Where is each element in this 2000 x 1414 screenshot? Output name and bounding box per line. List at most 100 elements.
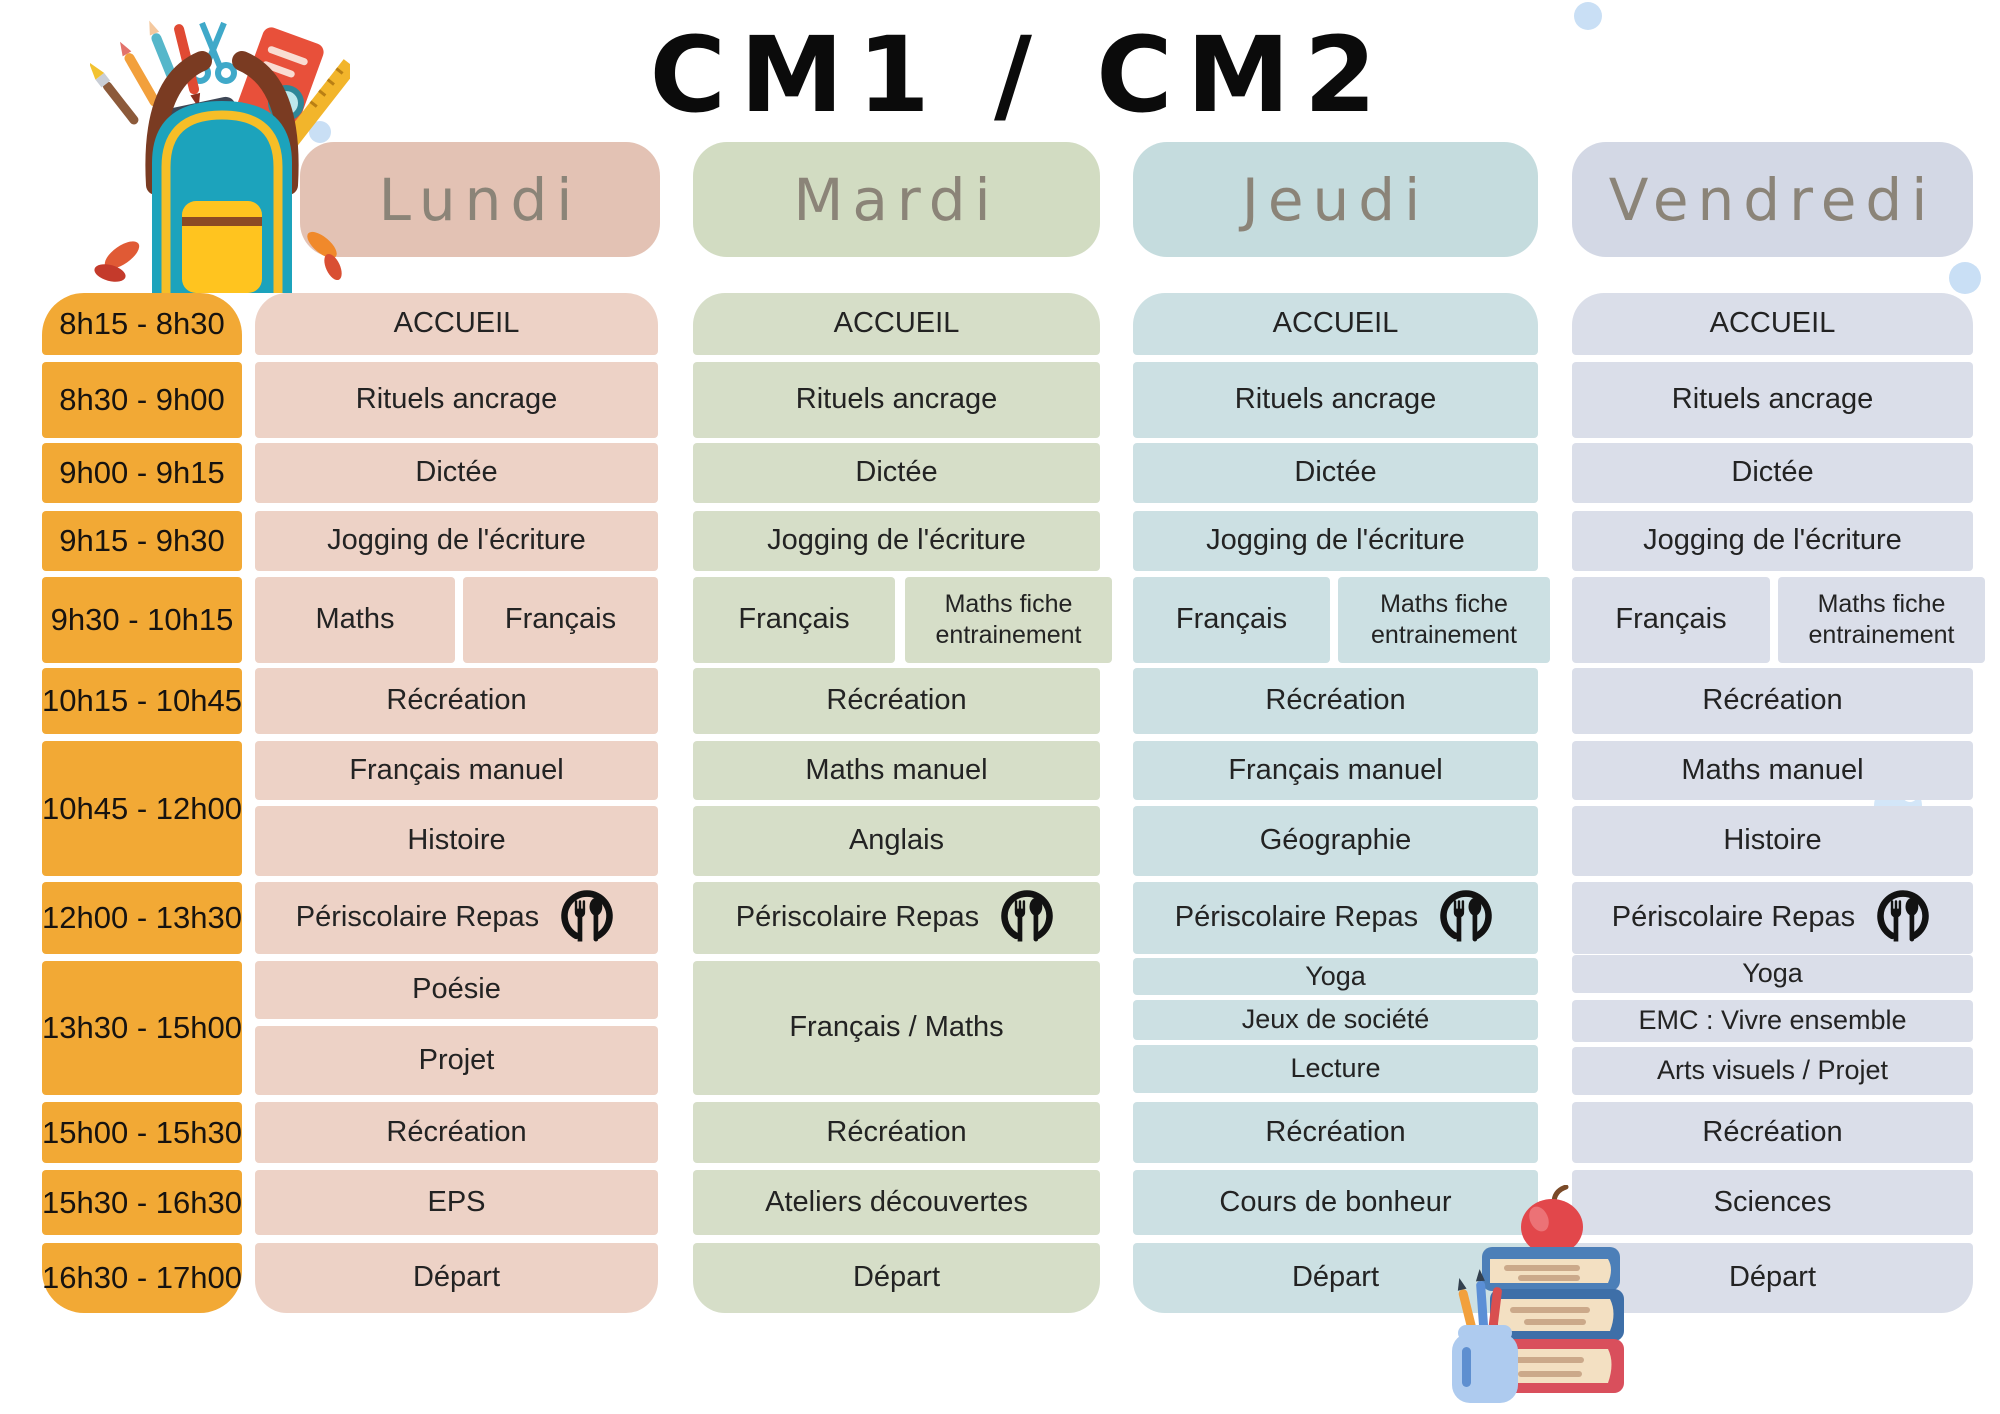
cell-vendredi-repas: Périscolaire Repas xyxy=(1572,882,1973,954)
time-slot: 10h45 - 12h00 xyxy=(42,741,242,876)
cell-lundi-maths: Maths xyxy=(255,577,455,663)
cell-lundi-histoire: Histoire xyxy=(255,806,658,876)
backpack-trim xyxy=(161,110,283,293)
cell-vendredi-histoire: Histoire xyxy=(1572,806,1973,876)
cell-lundi-jogging: Jogging de l'écriture xyxy=(255,511,658,571)
cell-lundi-rituels: Rituels ancrage xyxy=(255,362,658,438)
cell-mardi-accueil: ACCUEIL xyxy=(693,293,1100,355)
time-slot: 8h30 - 9h00 xyxy=(42,362,242,438)
cell-lundi-recreation-am: Récréation xyxy=(255,668,658,734)
cell-vendredi-dictee: Dictée xyxy=(1572,443,1973,503)
pencil-cup-icon xyxy=(1452,1269,1518,1403)
backpack-pocket xyxy=(182,201,262,293)
time-slot: 15h30 - 16h30 xyxy=(42,1170,242,1235)
cell-jeudi-recreation-pm: Récréation xyxy=(1133,1102,1538,1163)
time-slot: 9h30 - 10h15 xyxy=(42,577,242,663)
time-slot: 10h15 - 10h45 xyxy=(42,668,242,734)
cell-mardi-francais-maths: Français / Maths xyxy=(693,961,1100,1095)
cell-lundi-poesie: Poésie xyxy=(255,961,658,1019)
cell-vendredi-depart: Départ xyxy=(1572,1243,1973,1313)
cell-jeudi-jogging: Jogging de l'écriture xyxy=(1133,511,1538,571)
cell-jeudi-dictee: Dictée xyxy=(1133,443,1538,503)
time-slot: 12h00 - 13h30 xyxy=(42,882,242,954)
decor-dot xyxy=(1574,2,1602,30)
meal-icon xyxy=(561,890,613,942)
cell-jeudi-lecture: Lecture xyxy=(1133,1045,1538,1093)
book-icon xyxy=(1484,1339,1624,1393)
cell-mardi-repas: Périscolaire Repas xyxy=(693,882,1100,954)
cell-label: Périscolaire Repas xyxy=(1174,901,1419,934)
cell-vendredi-jogging: Jogging de l'écriture xyxy=(1572,511,1973,571)
cell-lundi-accueil: ACCUEIL xyxy=(255,293,658,355)
cell-jeudi-maths-fiche: Maths fiche entrainement xyxy=(1338,577,1550,663)
cell-label: Périscolaire Repas xyxy=(295,901,540,934)
meal-icon xyxy=(1877,890,1929,942)
cell-vendredi-arts: Arts visuels / Projet xyxy=(1572,1047,1973,1095)
pocket-zipper xyxy=(182,217,262,226)
cell-lundi-francais-manuel: Français manuel xyxy=(255,741,658,800)
cell-vendredi-maths-manuel: Maths manuel xyxy=(1572,741,1973,800)
cell-mardi-rituels: Rituels ancrage xyxy=(693,362,1100,438)
time-slot: 9h15 - 9h30 xyxy=(42,511,242,571)
meal-icon xyxy=(1440,890,1492,942)
decor-dot xyxy=(309,121,331,143)
cell-vendredi-maths-fiche: Maths fiche entrainement xyxy=(1778,577,1985,663)
cell-vendredi-emc: EMC : Vivre ensemble xyxy=(1572,1000,1973,1042)
day-header-lundi: Lundi xyxy=(300,142,660,257)
cell-jeudi-rituels: Rituels ancrage xyxy=(1133,362,1538,438)
cell-lundi-depart: Départ xyxy=(255,1243,658,1313)
cell-vendredi-recreation-pm: Récréation xyxy=(1572,1102,1973,1163)
cell-mardi-ateliers: Ateliers découvertes xyxy=(693,1170,1100,1235)
cell-jeudi-repas: Périscolaire Repas xyxy=(1133,882,1538,954)
time-slot: 8h15 - 8h30 xyxy=(42,293,242,355)
book-icon xyxy=(1490,1289,1624,1341)
day-header-vendredi: Vendredi xyxy=(1572,142,1973,257)
cell-lundi-eps: EPS xyxy=(255,1170,658,1235)
cell-jeudi-depart: Départ xyxy=(1133,1243,1538,1313)
cell-lundi-recreation-pm: Récréation xyxy=(255,1102,658,1163)
cell-mardi-anglais: Anglais xyxy=(693,806,1100,876)
cell-lundi-repas: Périscolaire Repas xyxy=(255,882,658,954)
cell-mardi-francais: Français xyxy=(693,577,895,663)
time-slot: 9h00 - 9h15 xyxy=(42,443,242,503)
cell-jeudi-jeux: Jeux de société xyxy=(1133,1000,1538,1040)
cell-jeudi-accueil: ACCUEIL xyxy=(1133,293,1538,355)
page-title: CM1 / CM2 xyxy=(649,14,1391,136)
books-illustration xyxy=(1452,1185,1624,1403)
time-slot: 13h30 - 15h00 xyxy=(42,961,242,1095)
cell-vendredi-yoga: Yoga xyxy=(1572,955,1973,993)
day-header-jeudi: Jeudi xyxy=(1133,142,1538,257)
cell-mardi-recreation-am: Récréation xyxy=(693,668,1100,734)
cell-label: Périscolaire Repas xyxy=(735,901,980,934)
cell-jeudi-geographie: Géographie xyxy=(1133,806,1538,876)
apple-icon xyxy=(1521,1185,1583,1255)
cell-jeudi-francais: Français xyxy=(1133,577,1330,663)
book-icon xyxy=(1482,1247,1620,1291)
cell-mardi-maths-fiche: Maths fiche entrainement xyxy=(905,577,1112,663)
cell-mardi-dictee: Dictée xyxy=(693,443,1100,503)
cell-vendredi-francais: Français xyxy=(1572,577,1770,663)
cell-mardi-maths-manuel: Maths manuel xyxy=(693,741,1100,800)
backpack-illustration xyxy=(90,20,350,293)
cell-vendredi-accueil: ACCUEIL xyxy=(1572,293,1973,355)
cell-lundi-francais: Français xyxy=(463,577,658,663)
cell-mardi-jogging: Jogging de l'écriture xyxy=(693,511,1100,571)
pencil-icon xyxy=(120,41,160,107)
cell-mardi-recreation-pm: Récréation xyxy=(693,1102,1100,1163)
cell-jeudi-francais-manuel: Français manuel xyxy=(1133,741,1538,800)
ruler-icon xyxy=(282,59,350,149)
cell-jeudi-yoga: Yoga xyxy=(1133,958,1538,995)
cell-vendredi-recreation-am: Récréation xyxy=(1572,668,1973,734)
paintbrush-icon xyxy=(90,62,139,125)
time-slot: 15h00 - 15h30 xyxy=(42,1102,242,1163)
decor-dot xyxy=(1949,262,1981,294)
cell-jeudi-recreation-am: Récréation xyxy=(1133,668,1538,734)
day-header-mardi: Mardi xyxy=(693,142,1100,257)
cell-lundi-dictee: Dictée xyxy=(255,443,658,503)
time-slot: 16h30 - 17h00 xyxy=(42,1243,242,1313)
cell-label: Périscolaire Repas xyxy=(1611,901,1856,934)
cell-lundi-projet: Projet xyxy=(255,1026,658,1095)
cell-vendredi-rituels: Rituels ancrage xyxy=(1572,362,1973,438)
cell-mardi-depart: Départ xyxy=(693,1243,1100,1313)
